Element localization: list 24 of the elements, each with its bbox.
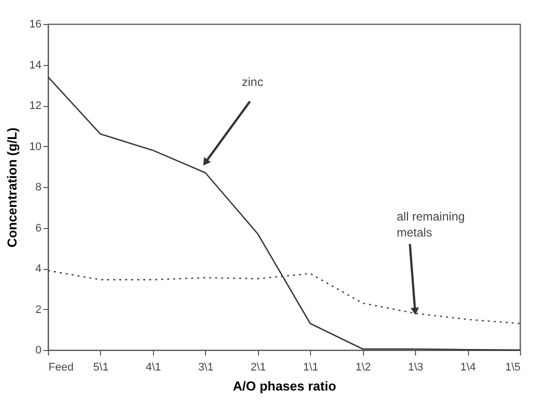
- x-tick-label: 2\1: [250, 362, 266, 374]
- x-tick-label: Feed: [48, 362, 74, 374]
- y-axis-title: Concentration (g/L): [4, 128, 20, 248]
- x-axis-title: A/O phases ratio: [232, 378, 336, 394]
- y-tick-label: 14: [29, 59, 42, 72]
- x-tick-label: 5\1: [93, 362, 109, 374]
- x-tick-label: 1\3: [408, 362, 424, 374]
- y-tick-label: 10: [29, 140, 42, 153]
- annotation: all remaining metals: [396, 210, 465, 240]
- y-tick-label: 12: [29, 100, 42, 112]
- y-tick-label: 8: [35, 182, 42, 194]
- y-tick-label: 16: [29, 18, 42, 30]
- y-tick-label: 6: [35, 222, 42, 234]
- y-tick-label: 0: [35, 344, 42, 356]
- x-tick-label: 3\1: [198, 362, 214, 374]
- x-tick-label: 4\1: [146, 362, 162, 374]
- annotation: zinc: [242, 75, 264, 90]
- x-tick-label: 1\2: [356, 362, 371, 374]
- line-series: [47, 270, 521, 324]
- y-tick-label: 4: [35, 263, 42, 275]
- y-tick-label: 2: [35, 304, 42, 316]
- x-tick-label: 1\5: [505, 362, 520, 374]
- x-tick-label: 1\1: [303, 362, 318, 374]
- x-tick-label: 1\4: [460, 362, 476, 374]
